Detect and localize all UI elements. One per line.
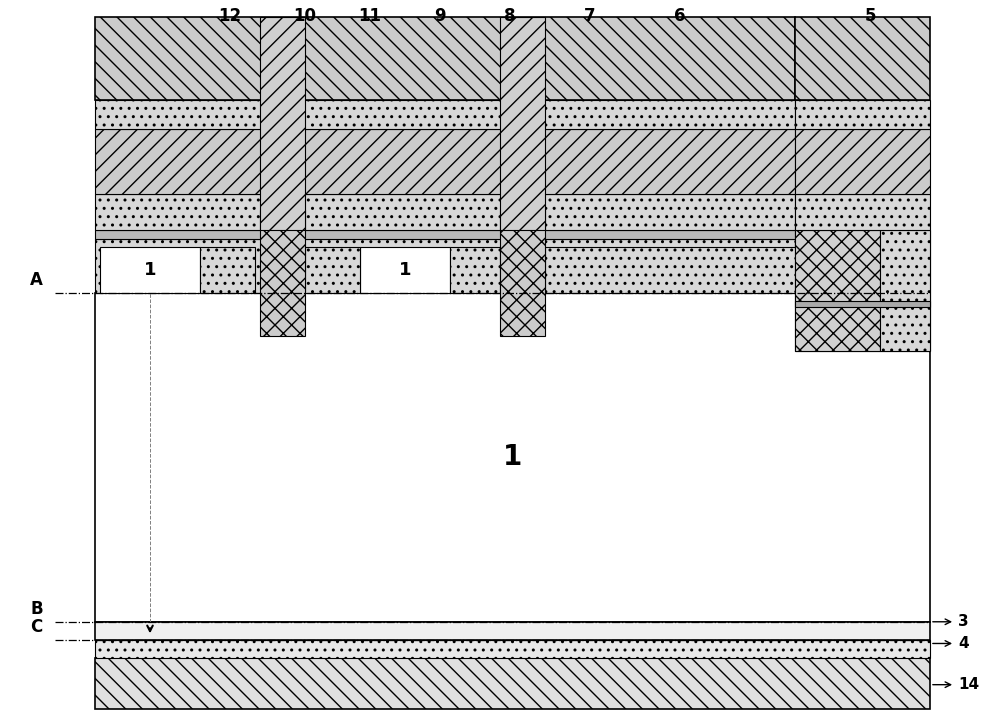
Bar — [795, 194, 930, 230]
Text: 1: 1 — [503, 443, 522, 471]
Bar — [795, 230, 880, 351]
Text: 7: 7 — [584, 7, 596, 25]
Bar — [795, 230, 930, 351]
Text: 12: 12 — [218, 7, 242, 25]
Bar — [95, 658, 930, 709]
Bar — [305, 247, 360, 293]
Bar — [95, 239, 795, 293]
Text: 6: 6 — [674, 7, 686, 25]
Bar — [545, 247, 795, 293]
Text: 5: 5 — [864, 7, 876, 25]
Text: 4: 4 — [958, 636, 969, 651]
Bar — [100, 247, 200, 293]
Text: 3: 3 — [958, 615, 969, 629]
Bar — [795, 100, 930, 129]
Bar — [95, 640, 930, 658]
Bar — [450, 247, 500, 293]
Text: B: B — [30, 600, 43, 618]
Text: 8: 8 — [504, 7, 516, 25]
Bar — [95, 100, 795, 129]
Bar — [795, 17, 930, 100]
Bar — [880, 230, 930, 351]
Text: C: C — [30, 618, 42, 636]
Bar — [260, 17, 305, 230]
Bar — [95, 194, 795, 230]
Text: 11: 11 — [358, 7, 382, 25]
Bar — [95, 622, 930, 640]
Bar — [200, 247, 255, 293]
Text: 1: 1 — [399, 261, 411, 279]
Bar — [360, 247, 450, 293]
Text: 1: 1 — [144, 261, 156, 279]
Text: 10: 10 — [294, 7, 316, 25]
Bar — [795, 129, 930, 194]
Bar — [95, 293, 930, 622]
Text: 9: 9 — [434, 7, 446, 25]
Text: 14: 14 — [958, 677, 979, 692]
Bar — [260, 210, 305, 336]
Bar — [95, 129, 795, 194]
Bar — [795, 301, 930, 307]
Bar — [500, 210, 545, 336]
Bar — [95, 17, 795, 100]
Bar — [95, 230, 795, 239]
Text: A: A — [30, 271, 43, 289]
Bar — [500, 17, 545, 230]
